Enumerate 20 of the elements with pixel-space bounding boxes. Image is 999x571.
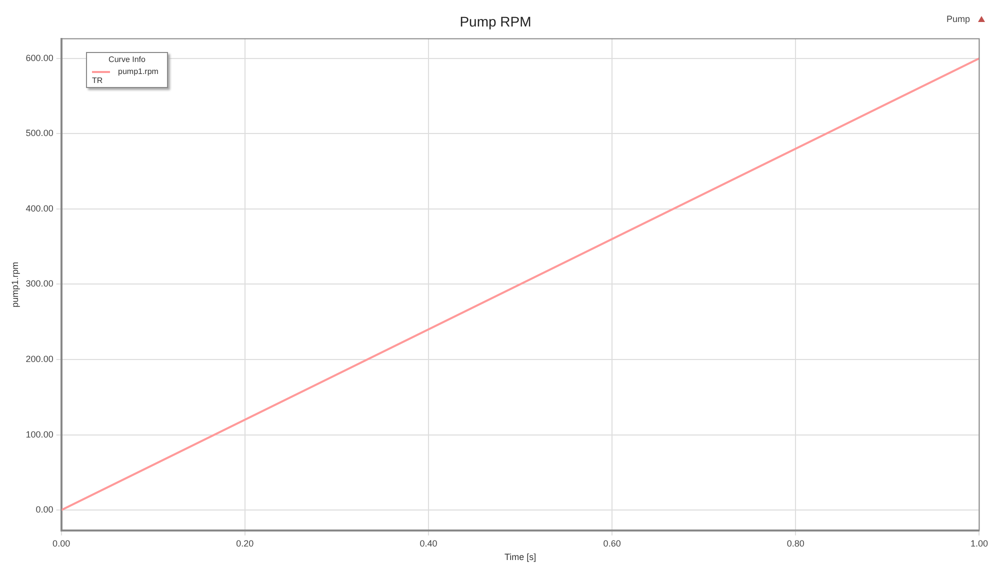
y-tick-label: 0.00 <box>36 504 54 515</box>
y-tick-label: 600.00 <box>26 52 54 63</box>
y-axis-title: pump1.rpm <box>10 262 20 308</box>
x-tick-label: 0.80 <box>786 538 804 548</box>
legend-label: pump1.rpm <box>118 67 158 76</box>
x-axis-title: Time [s] <box>504 552 536 562</box>
chart-title: Pump RPM <box>460 13 532 30</box>
y-tick-label: 300.00 <box>26 278 54 289</box>
legend-title: Curve Info <box>108 55 146 64</box>
x-tick-label: 1.00 <box>970 538 988 548</box>
y-tick-label: 200.00 <box>26 354 54 364</box>
y-tick-label: 400.00 <box>26 203 54 214</box>
text: Pump <box>946 14 970 24</box>
y-tick-label: 500.00 <box>26 128 54 138</box>
annotation: TR <box>92 76 104 85</box>
x-tick-label: 0.20 <box>236 538 254 548</box>
x-tick-label: 0.40 <box>420 538 438 548</box>
x-tick-label: 0.60 <box>603 538 621 548</box>
x-tick-label: 0.00 <box>52 538 70 548</box>
y-tick-label: 100.00 <box>26 429 54 440</box>
